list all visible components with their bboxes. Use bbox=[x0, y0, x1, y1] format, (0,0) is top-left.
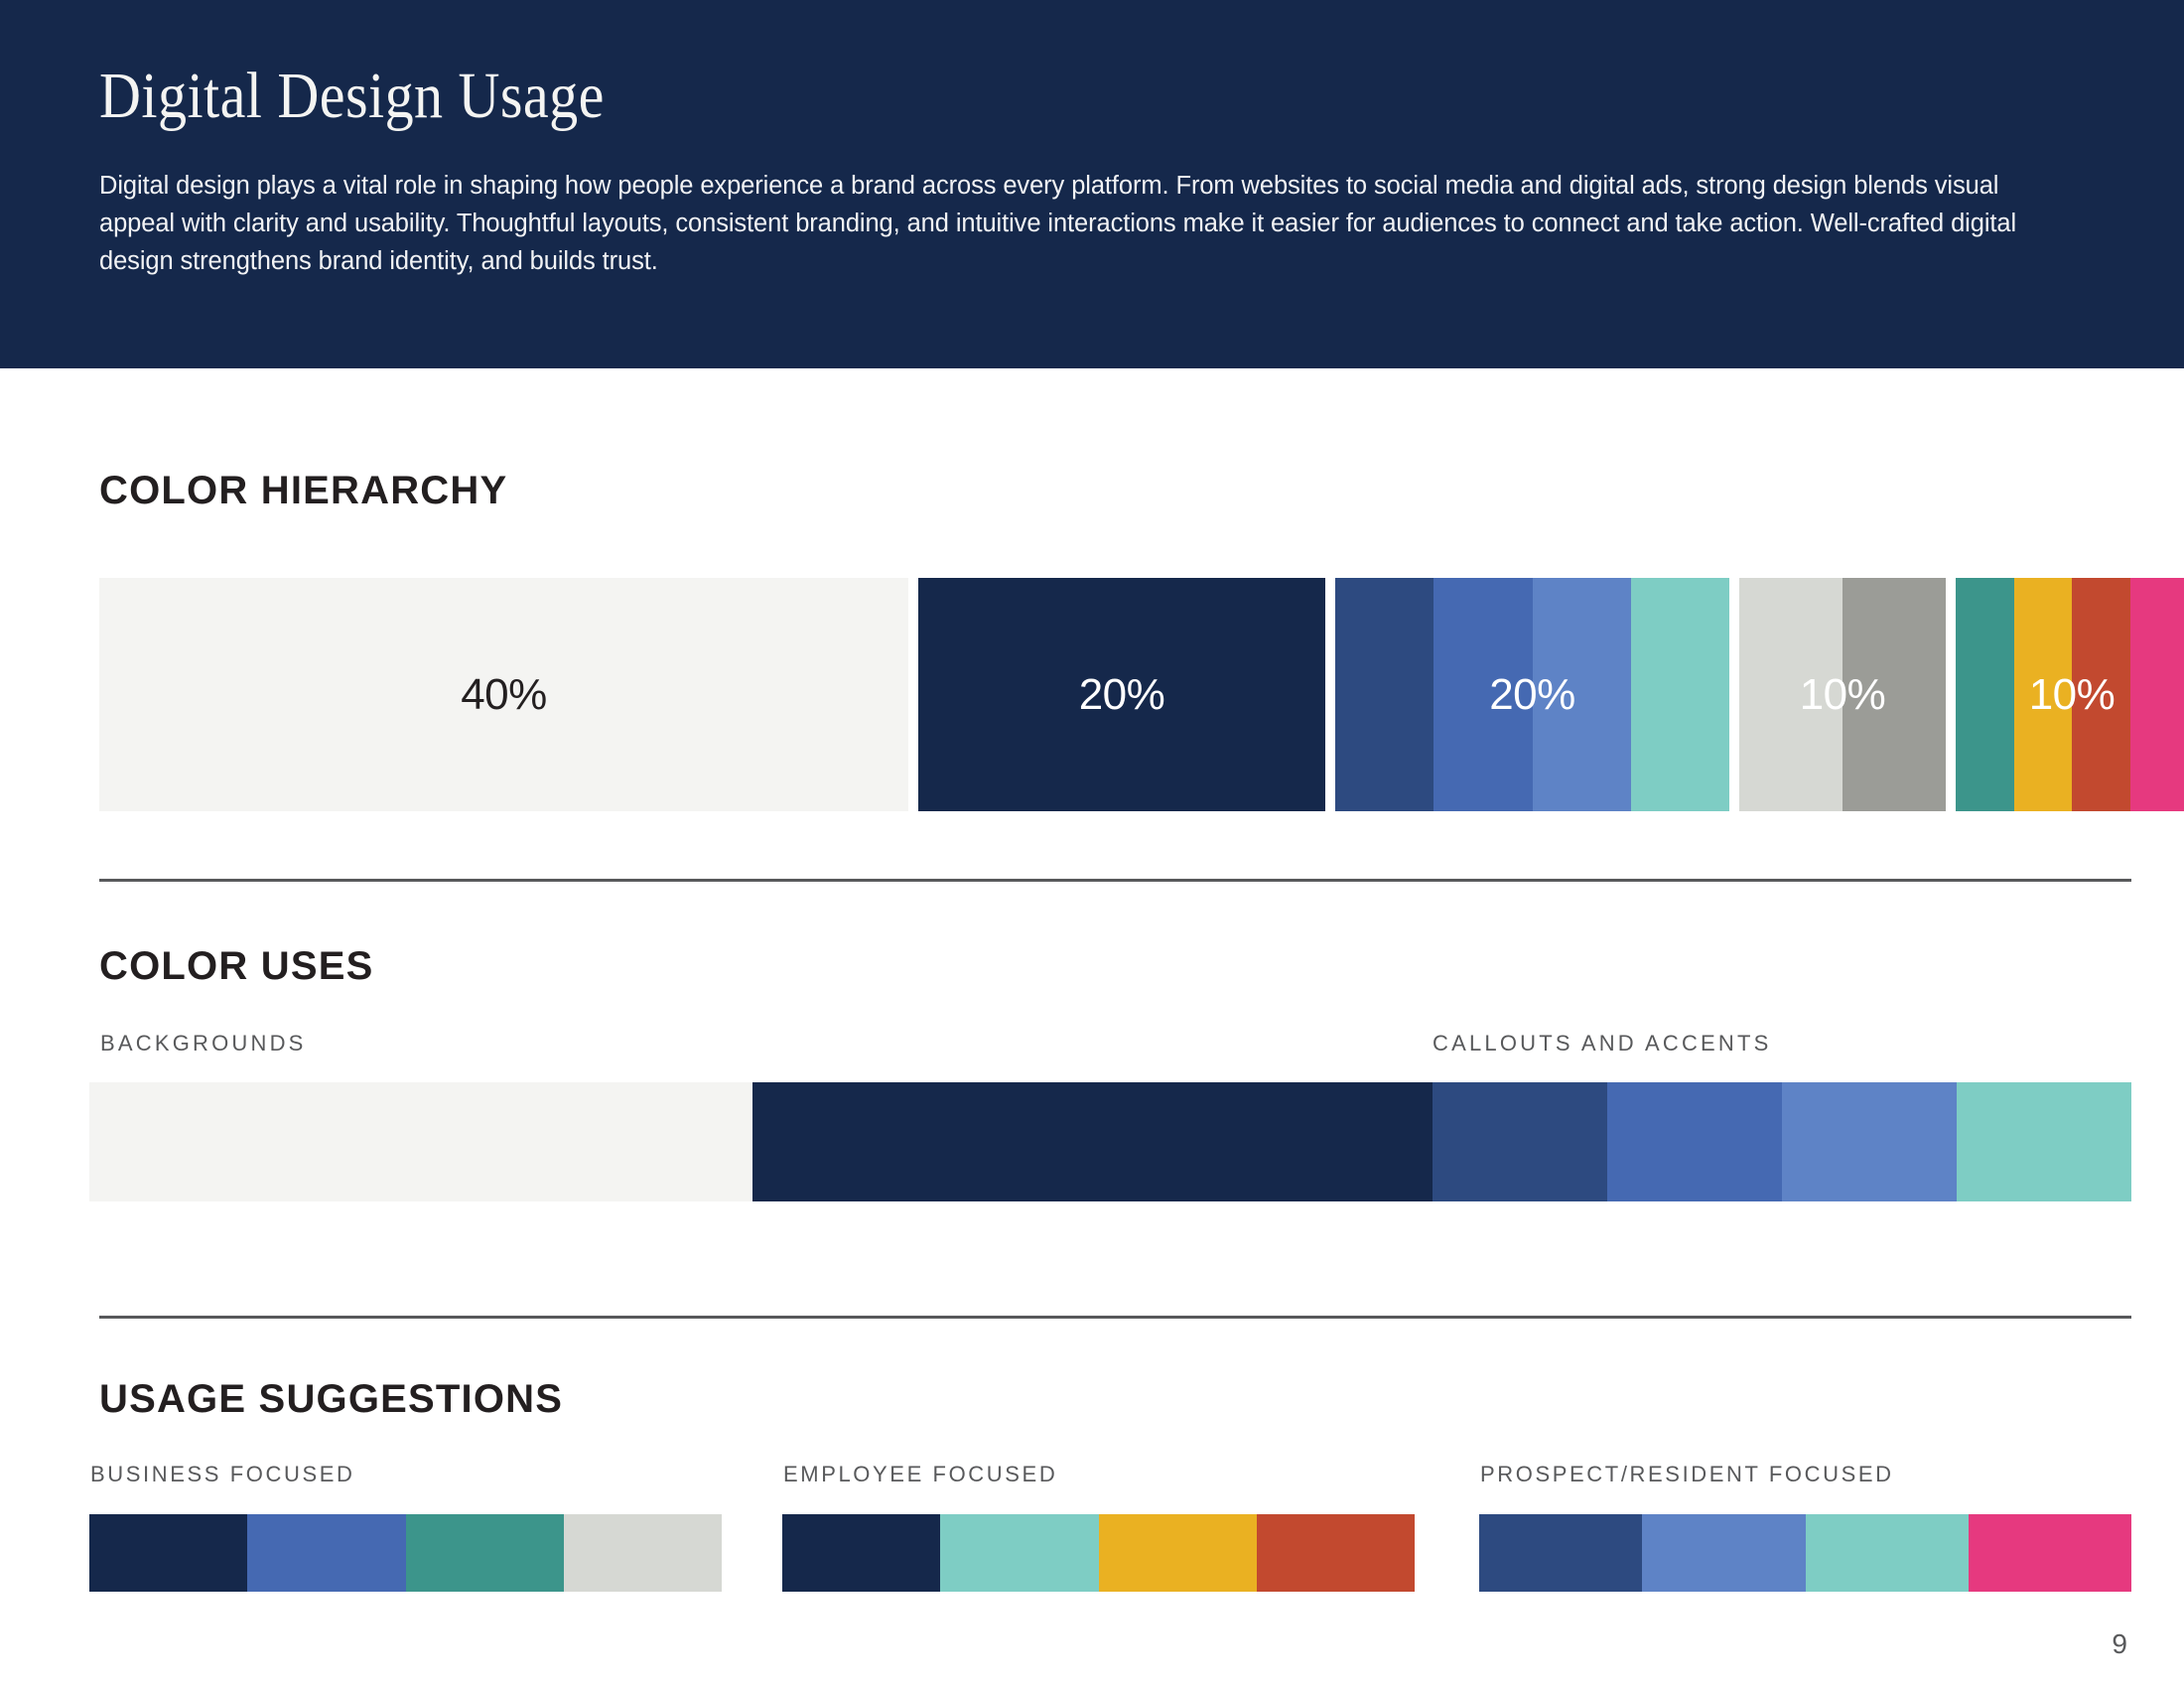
color-swatch bbox=[2072, 578, 2130, 811]
divider-2 bbox=[99, 1316, 2131, 1319]
header-band bbox=[0, 0, 2184, 368]
color-hierarchy-group bbox=[918, 578, 1325, 811]
section-heading-usage-suggestions: USAGE SUGGESTIONS bbox=[99, 1377, 564, 1421]
color-swatch bbox=[1782, 1082, 1957, 1201]
color-swatch bbox=[1642, 1514, 1806, 1592]
divider-1 bbox=[99, 879, 2131, 882]
color-hierarchy-bar: 40% 20% 20% 10% 10% bbox=[99, 578, 2184, 811]
color-hierarchy-group bbox=[1335, 578, 1729, 811]
backgrounds-swatch-bar bbox=[89, 1082, 1433, 1201]
sub-label-backgrounds: BACKGROUNDS bbox=[100, 1031, 307, 1055]
color-swatch bbox=[1335, 578, 1434, 811]
color-swatch bbox=[89, 1082, 752, 1201]
color-swatch bbox=[89, 1514, 248, 1592]
sub-label-callouts-and-accents: CALLOUTS AND ACCENTS bbox=[1433, 1031, 1772, 1055]
usage-swatch-bar-employee bbox=[782, 1514, 1415, 1592]
color-swatch bbox=[1532, 578, 1631, 811]
color-hierarchy-group-wrap: 20% bbox=[1335, 578, 1729, 811]
color-hierarchy-percent-label: 20% bbox=[1489, 669, 1575, 719]
color-swatch bbox=[918, 578, 1325, 811]
sub-label-business-focused: BUSINESS FOCUSED bbox=[90, 1462, 355, 1486]
color-swatch bbox=[752, 1082, 1433, 1201]
color-hierarchy-percent-label: 40% bbox=[461, 669, 547, 719]
color-swatch bbox=[1433, 1082, 1607, 1201]
color-hierarchy-percent-label: 20% bbox=[1078, 669, 1165, 719]
page-title: Digital Design Usage bbox=[99, 60, 605, 132]
color-swatch bbox=[1630, 578, 1729, 811]
section-heading-color-uses: COLOR USES bbox=[99, 944, 374, 988]
usage-swatch-bar-prospect bbox=[1479, 1514, 2131, 1592]
color-swatch bbox=[563, 1514, 722, 1592]
sub-label-employee-focused: EMPLOYEE FOCUSED bbox=[783, 1462, 1058, 1486]
page-intro-paragraph: Digital design plays a vital role in sha… bbox=[99, 172, 2017, 275]
color-swatch bbox=[782, 1514, 941, 1592]
usage-swatch-bar-business bbox=[89, 1514, 722, 1592]
color-swatch bbox=[1098, 1514, 1257, 1592]
color-hierarchy-group bbox=[1956, 578, 2184, 811]
page-number: 9 bbox=[2112, 1628, 2127, 1659]
color-swatch bbox=[247, 1514, 406, 1592]
color-hierarchy-group bbox=[99, 578, 908, 811]
color-swatch bbox=[940, 1514, 1099, 1592]
color-swatch bbox=[99, 578, 908, 811]
color-swatch bbox=[1843, 578, 1946, 811]
color-swatch bbox=[1739, 578, 1843, 811]
color-hierarchy-group-wrap: 10% bbox=[1956, 578, 2184, 811]
sub-label-prospect-resident-focused: PROSPECT/RESIDENT FOCUSED bbox=[1480, 1462, 1894, 1486]
color-swatch bbox=[1805, 1514, 1969, 1592]
color-swatch bbox=[2129, 578, 2184, 811]
color-swatch bbox=[1433, 578, 1533, 811]
section-heading-color-hierarchy: COLOR HIERARCHY bbox=[99, 469, 508, 512]
color-swatch bbox=[405, 1514, 564, 1592]
color-swatch bbox=[2013, 578, 2072, 811]
color-swatch bbox=[1956, 578, 2014, 811]
color-swatch bbox=[1256, 1514, 1415, 1592]
color-hierarchy-group-wrap: 40% bbox=[99, 578, 908, 811]
color-hierarchy-group-wrap: 20% bbox=[918, 578, 1325, 811]
color-hierarchy-percent-label: 10% bbox=[1799, 669, 1886, 719]
color-hierarchy-group-wrap: 10% bbox=[1739, 578, 1946, 811]
color-swatch bbox=[1479, 1514, 1643, 1592]
color-swatch bbox=[1957, 1082, 2131, 1201]
color-swatch bbox=[1607, 1082, 1782, 1201]
color-hierarchy-percent-label: 10% bbox=[2028, 669, 2116, 719]
callouts-swatch-bar bbox=[1433, 1082, 2131, 1201]
color-swatch bbox=[1968, 1514, 2131, 1592]
color-hierarchy-group bbox=[1739, 578, 1946, 811]
